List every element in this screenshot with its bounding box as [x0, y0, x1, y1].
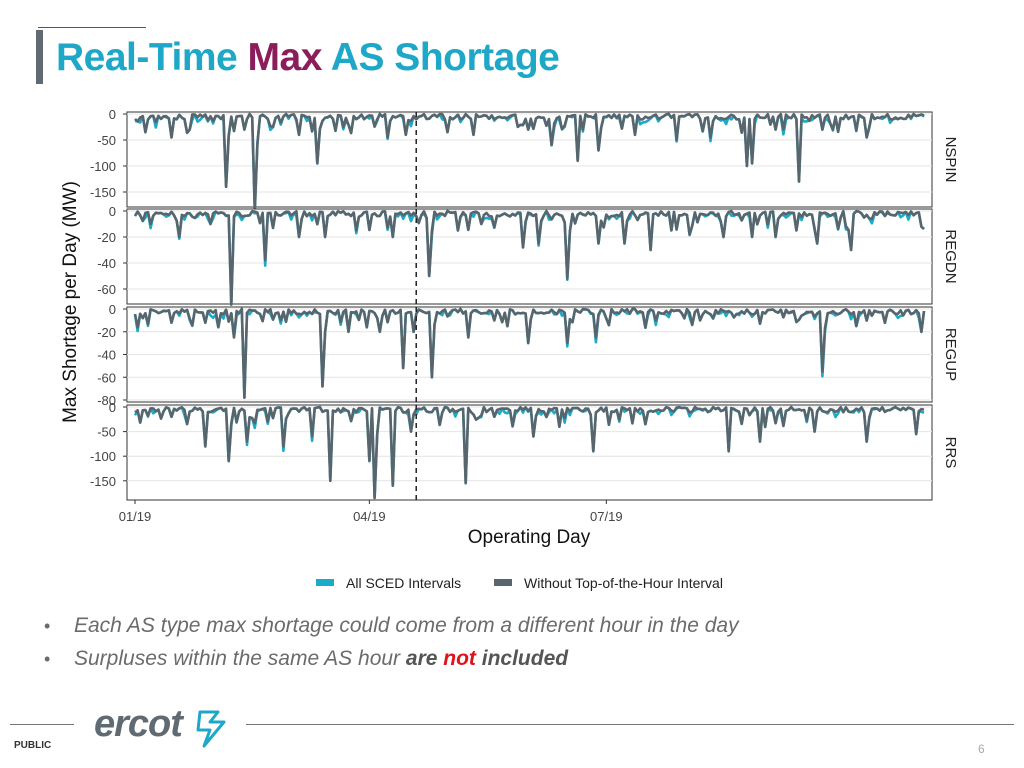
shortage-chart: Max Shortage per Day (MW) 0 -50 -100 -150 NSP…: [60, 107, 959, 591]
series-line-without-toh: [134, 112, 925, 213]
y-axis-label: Max Shortage per Day (MW): [60, 181, 81, 423]
y-tick-label: -100: [90, 449, 116, 464]
bullet-red-not: not: [443, 647, 476, 670]
legend-label-all-sced: All SCED Intervals: [346, 575, 461, 591]
y-tick-label: 0: [109, 400, 116, 415]
bullet-dot: •: [44, 649, 51, 669]
x-tick-label: 07/19: [590, 509, 623, 524]
ercot-logo-text: ercot: [94, 703, 184, 745]
bullet-text: Each AS type max shortage could come fro…: [74, 614, 739, 637]
title-part-3: AS Shortage: [321, 36, 560, 79]
legend-label-without-toh: Without Top-of-the-Hour Interval: [524, 575, 723, 591]
series-line-without-toh: [133, 307, 926, 400]
legend-swatch-without-toh: [494, 579, 512, 586]
footer-rule-right: [246, 724, 1014, 725]
bullet-bold-included: included: [475, 647, 569, 670]
page-title: Real-Time Max AS Shortage: [56, 36, 560, 80]
x-tick-label: 04/19: [353, 509, 386, 524]
y-tick-label: -80: [97, 393, 116, 408]
y-tick-label: 0: [109, 204, 116, 219]
bolt-icon: [196, 710, 226, 748]
bullet-list: • Each AS type max shortage could come f…: [44, 612, 739, 678]
title-part-2: Max: [247, 36, 323, 79]
panel-label: REGUP: [942, 328, 959, 381]
y-tick-label: 0: [109, 302, 116, 317]
series-line-without-toh: [133, 209, 925, 306]
y-tick-label: -60: [97, 370, 116, 385]
title-rule: [38, 27, 146, 28]
panel-frame: [126, 404, 933, 501]
panel-label: RRS: [942, 437, 959, 469]
title-part-1: Real-Time: [56, 36, 248, 79]
panel-label: REGDN: [942, 229, 959, 283]
y-tick-label: 0: [109, 107, 116, 122]
footer-public-label: PUBLIC: [14, 740, 52, 751]
y-tick-label: -20: [97, 325, 116, 340]
ercot-logo: ercot: [94, 703, 226, 748]
page-number: 6: [978, 742, 985, 756]
y-tick-label: -20: [97, 230, 116, 245]
bullet-bold-are: are: [405, 647, 444, 670]
panel-label: NSPIN: [942, 137, 959, 183]
y-tick-label: -40: [97, 348, 116, 363]
y-tick-label: -150: [90, 474, 116, 489]
y-tick-label: -50: [97, 133, 116, 148]
bullet-item: • Surpluses within the same AS hour are …: [44, 645, 739, 678]
y-tick-label: -100: [90, 159, 116, 174]
series-line-without-toh: [134, 405, 925, 500]
y-tick-label: -40: [97, 256, 116, 271]
bullet-dot: •: [44, 616, 51, 636]
footer-rule-left: [10, 724, 74, 725]
y-tick-label: -50: [97, 425, 116, 440]
legend-swatch-all-sced: [316, 579, 334, 586]
bullet-text-pre: Surpluses within the same AS hour: [74, 647, 406, 670]
x-axis-label: Operating Day: [468, 527, 591, 548]
bullet-item: • Each AS type max shortage could come f…: [44, 612, 739, 645]
panel-frame: [126, 208, 933, 305]
y-tick-label: -60: [97, 282, 116, 297]
x-tick-label: 01/19: [119, 509, 152, 524]
y-tick-label: -150: [90, 185, 116, 200]
title-accent-bar: [36, 30, 43, 84]
